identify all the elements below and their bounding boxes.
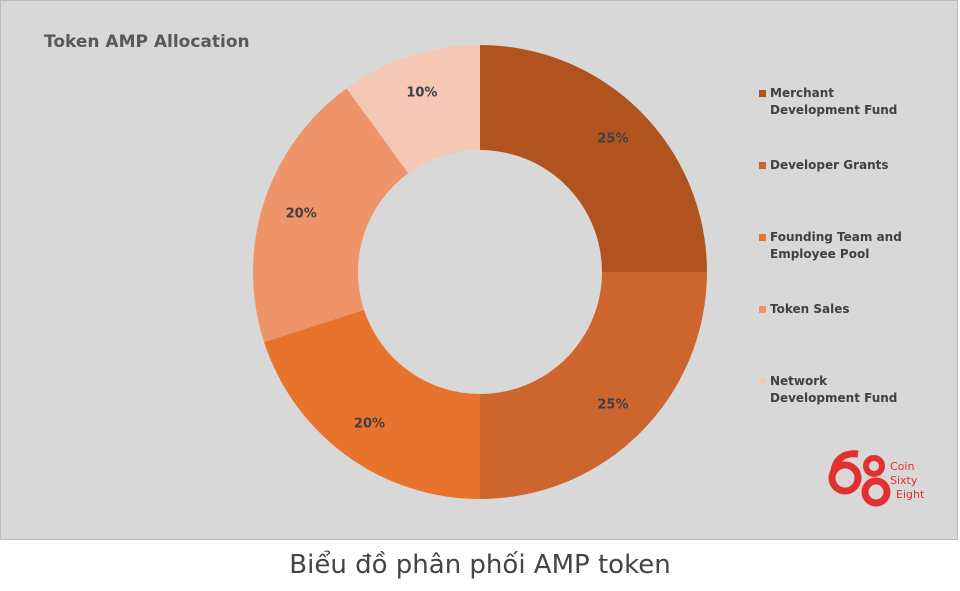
slice	[264, 309, 480, 499]
value-label: 25%	[597, 397, 628, 412]
legend-swatch	[759, 162, 766, 169]
legend-swatch	[759, 234, 766, 241]
logo-eight-bottom	[861, 477, 891, 507]
legend-label: Token Sales	[770, 302, 850, 316]
legend-label: Merchant Development Fund	[770, 86, 898, 117]
slice	[346, 45, 480, 174]
legend-label: Network Development Fund	[770, 374, 898, 405]
legend-label: Developer Grants	[770, 158, 889, 172]
value-label: 20%	[354, 417, 385, 432]
chart: Token AMP Allocation Coin Sixty Eight 25…	[44, 32, 925, 507]
logo-text: Sixty	[890, 474, 918, 487]
value-label: 20%	[286, 206, 317, 221]
logo-eight-top	[863, 455, 885, 477]
chart-title: Token AMP Allocation	[44, 32, 250, 52]
slice	[253, 88, 409, 343]
value-label: 25%	[597, 132, 628, 147]
legend-swatch	[759, 378, 766, 385]
logo-text: Eight	[896, 488, 925, 501]
logo-six-stem	[830, 450, 859, 471]
caption: Biểu đồ phân phối AMP token	[289, 550, 671, 580]
legend-label: Founding Team and Employee Pool	[770, 230, 902, 261]
legend-swatch	[759, 306, 766, 313]
value-label: 10%	[406, 86, 437, 101]
logo-six	[828, 461, 862, 495]
slice	[480, 45, 707, 272]
logo: Coin Sixty Eight	[828, 450, 925, 507]
legend-swatch	[759, 90, 766, 97]
slice	[480, 272, 707, 499]
logo-text: Coin	[890, 460, 914, 473]
